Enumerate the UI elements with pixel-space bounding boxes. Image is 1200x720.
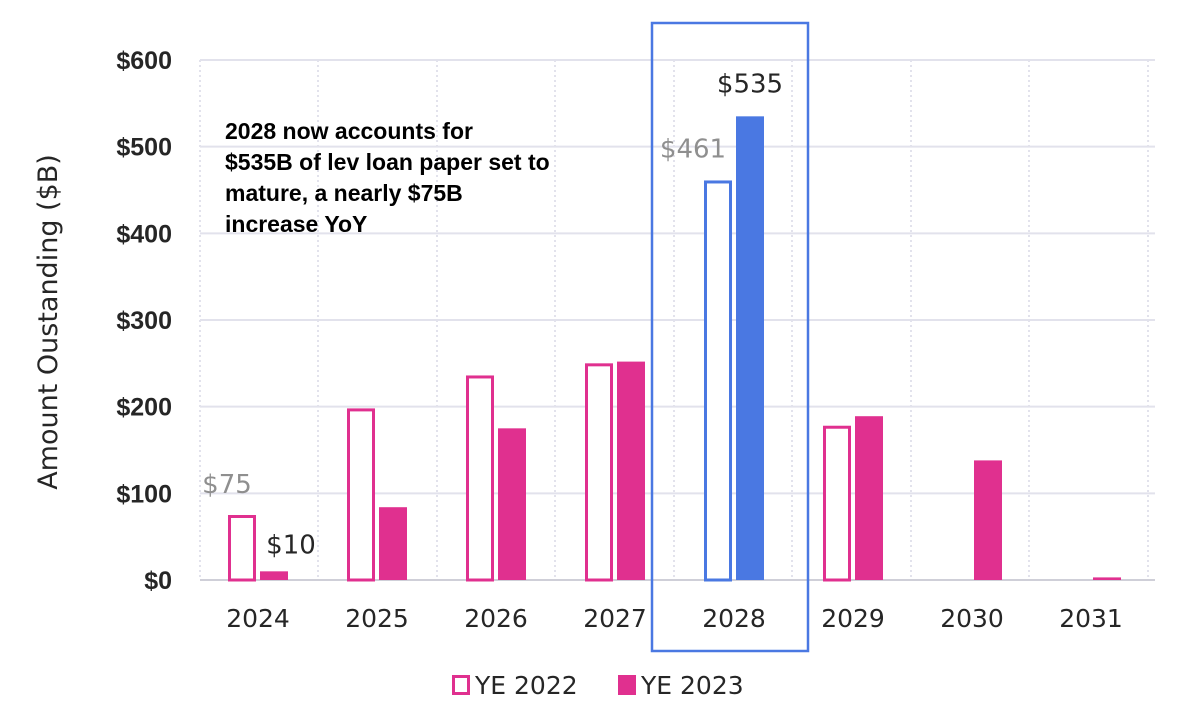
bar-ye2023-2029 bbox=[855, 416, 883, 580]
bar-ye2023-2024 bbox=[260, 571, 288, 580]
x-tick-label: 2025 bbox=[345, 604, 409, 633]
bar-ye2023-2027 bbox=[617, 361, 645, 580]
bars bbox=[228, 116, 1121, 582]
annotation-line: increase YoY bbox=[225, 211, 367, 237]
bar-ye2022-2028 bbox=[704, 180, 732, 582]
bar-ye2023-2031 bbox=[1093, 577, 1121, 580]
x-tick-label: 2028 bbox=[702, 604, 766, 633]
data-label-2024-ye2023: $10 bbox=[266, 530, 316, 560]
legend-label-ye2022: YE 2022 bbox=[474, 671, 578, 700]
bar-ye2022-2025 bbox=[347, 408, 375, 582]
y-tick-label: $600 bbox=[116, 47, 172, 75]
y-tick-label: $400 bbox=[116, 220, 172, 248]
x-tick-label: 2029 bbox=[821, 604, 885, 633]
x-tick-label: 2031 bbox=[1059, 604, 1123, 633]
legend-label-ye2023: YE 2023 bbox=[640, 671, 744, 700]
legend: YE 2022 YE 2023 bbox=[452, 671, 744, 700]
data-label-2028-ye2022: $461 bbox=[660, 134, 726, 164]
bar-ye2022-2029 bbox=[823, 425, 851, 582]
y-tick-label: $300 bbox=[116, 307, 172, 335]
bar-ye2022-2027 bbox=[585, 363, 613, 582]
y-tick-label: $100 bbox=[116, 480, 172, 508]
data-label-2024-ye2022: $75 bbox=[202, 470, 252, 500]
y-axis-label: Amount Oustanding ($B) bbox=[33, 154, 64, 490]
bar-ye2023-2025 bbox=[379, 507, 407, 580]
y-tick-label: $200 bbox=[116, 394, 172, 422]
annotation-line: mature, a nearly $75B bbox=[225, 180, 463, 206]
bar-ye2022-2024 bbox=[228, 515, 256, 582]
data-labels: $75 $10 $461 $535 bbox=[202, 69, 783, 560]
x-tick-label: 2026 bbox=[464, 604, 528, 633]
data-label-2028-ye2023: $535 bbox=[717, 69, 783, 99]
highlight-box bbox=[650, 21, 810, 653]
annotation-text: 2028 now accounts for $535B of lev loan p… bbox=[225, 118, 550, 237]
x-axis-ticks: 2024 2025 2026 2027 2028 2029 2030 2031 bbox=[226, 604, 1123, 633]
annotation-line: 2028 now accounts for bbox=[225, 118, 473, 144]
y-tick-label: $500 bbox=[116, 134, 172, 162]
annotation-line: $535B of lev loan paper set to bbox=[225, 149, 550, 175]
y-axis-ticks: $0 $100 $200 $300 $400 $500 $600 bbox=[116, 47, 172, 595]
legend-swatch-ye2022 bbox=[452, 675, 470, 695]
bar-ye2023-2026 bbox=[498, 428, 526, 580]
bar-ye2023-2028 bbox=[736, 116, 764, 580]
y-tick-label: $0 bbox=[144, 567, 172, 595]
x-tick-label: 2024 bbox=[226, 604, 290, 633]
x-tick-label: 2030 bbox=[940, 604, 1004, 633]
x-tick-label: 2027 bbox=[583, 604, 647, 633]
legend-swatch-ye2023 bbox=[618, 675, 636, 695]
bar-ye2023-2030 bbox=[974, 460, 1002, 580]
bar-ye2022-2026 bbox=[466, 375, 494, 582]
